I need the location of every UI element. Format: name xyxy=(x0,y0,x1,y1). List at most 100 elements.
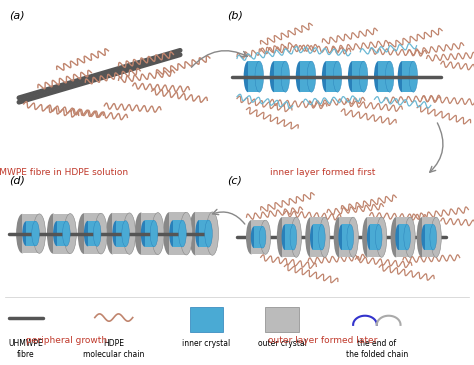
Text: (c): (c) xyxy=(228,175,242,185)
Ellipse shape xyxy=(33,214,46,253)
FancyBboxPatch shape xyxy=(116,221,126,246)
Ellipse shape xyxy=(282,224,288,250)
Ellipse shape xyxy=(163,212,175,255)
Ellipse shape xyxy=(305,217,316,257)
Ellipse shape xyxy=(84,221,91,246)
Ellipse shape xyxy=(95,213,107,254)
Ellipse shape xyxy=(180,212,192,255)
Ellipse shape xyxy=(319,217,330,257)
FancyBboxPatch shape xyxy=(57,221,66,246)
Ellipse shape xyxy=(63,221,70,246)
Ellipse shape xyxy=(141,220,148,247)
Ellipse shape xyxy=(385,61,394,92)
FancyBboxPatch shape xyxy=(265,307,299,332)
FancyBboxPatch shape xyxy=(339,217,353,257)
FancyBboxPatch shape xyxy=(22,214,39,253)
FancyBboxPatch shape xyxy=(53,214,70,254)
Ellipse shape xyxy=(398,61,406,92)
Ellipse shape xyxy=(338,224,345,250)
FancyBboxPatch shape xyxy=(425,224,433,250)
Ellipse shape xyxy=(417,217,427,257)
Ellipse shape xyxy=(22,221,30,246)
FancyBboxPatch shape xyxy=(173,220,182,247)
Ellipse shape xyxy=(16,214,28,253)
FancyBboxPatch shape xyxy=(342,224,350,250)
Text: (d): (d) xyxy=(9,175,25,185)
FancyBboxPatch shape xyxy=(112,213,129,254)
FancyBboxPatch shape xyxy=(326,61,337,92)
Ellipse shape xyxy=(64,214,76,254)
FancyBboxPatch shape xyxy=(195,212,212,255)
Ellipse shape xyxy=(319,224,325,250)
Ellipse shape xyxy=(112,221,120,246)
Ellipse shape xyxy=(296,61,304,92)
Ellipse shape xyxy=(277,217,287,257)
FancyBboxPatch shape xyxy=(396,217,410,257)
Ellipse shape xyxy=(206,212,219,255)
Ellipse shape xyxy=(106,213,118,254)
Ellipse shape xyxy=(179,220,186,247)
Ellipse shape xyxy=(47,214,59,254)
Ellipse shape xyxy=(430,224,437,250)
Text: HDPE
molecular chain: HDPE molecular chain xyxy=(83,339,145,359)
Ellipse shape xyxy=(348,61,356,92)
Ellipse shape xyxy=(123,213,136,254)
FancyBboxPatch shape xyxy=(313,224,322,250)
FancyBboxPatch shape xyxy=(300,61,311,92)
Ellipse shape xyxy=(431,217,441,257)
Ellipse shape xyxy=(281,61,290,92)
Ellipse shape xyxy=(409,61,418,92)
Ellipse shape xyxy=(421,224,428,250)
FancyBboxPatch shape xyxy=(88,221,97,246)
Ellipse shape xyxy=(391,217,401,257)
Ellipse shape xyxy=(395,224,402,250)
Ellipse shape xyxy=(152,212,164,255)
Ellipse shape xyxy=(404,224,410,250)
Ellipse shape xyxy=(362,217,373,257)
FancyBboxPatch shape xyxy=(141,212,158,255)
Ellipse shape xyxy=(375,224,382,250)
Ellipse shape xyxy=(333,61,342,92)
FancyBboxPatch shape xyxy=(285,224,293,250)
Ellipse shape xyxy=(135,212,147,255)
FancyBboxPatch shape xyxy=(378,61,390,92)
Ellipse shape xyxy=(53,221,61,246)
Text: the end of
the folded chain: the end of the folded chain xyxy=(346,339,408,359)
Text: peripheral growth: peripheral growth xyxy=(26,336,107,345)
Text: (b): (b) xyxy=(228,11,243,21)
Ellipse shape xyxy=(374,61,383,92)
Ellipse shape xyxy=(78,213,90,254)
FancyBboxPatch shape xyxy=(84,213,101,254)
Ellipse shape xyxy=(150,220,158,247)
Text: UHMWPE
fibre: UHMWPE fibre xyxy=(9,339,44,359)
Ellipse shape xyxy=(334,217,344,257)
FancyBboxPatch shape xyxy=(145,220,154,247)
Ellipse shape xyxy=(259,226,266,248)
FancyBboxPatch shape xyxy=(399,224,407,250)
Text: (a): (a) xyxy=(9,11,25,21)
Ellipse shape xyxy=(347,224,354,250)
Ellipse shape xyxy=(189,212,201,255)
Ellipse shape xyxy=(310,224,317,250)
Ellipse shape xyxy=(32,221,39,246)
Ellipse shape xyxy=(195,220,203,247)
Ellipse shape xyxy=(122,221,129,246)
FancyBboxPatch shape xyxy=(199,220,209,247)
FancyBboxPatch shape xyxy=(310,217,325,257)
Ellipse shape xyxy=(251,226,257,248)
Text: UHMWPE fibre in HDPE solution: UHMWPE fibre in HDPE solution xyxy=(0,168,128,177)
Ellipse shape xyxy=(367,224,374,250)
Ellipse shape xyxy=(260,220,271,254)
Ellipse shape xyxy=(246,220,256,254)
Ellipse shape xyxy=(244,61,252,92)
Text: inner crystal: inner crystal xyxy=(182,339,230,349)
FancyBboxPatch shape xyxy=(370,224,379,250)
Ellipse shape xyxy=(322,61,330,92)
FancyBboxPatch shape xyxy=(352,61,364,92)
FancyBboxPatch shape xyxy=(248,61,259,92)
FancyBboxPatch shape xyxy=(26,221,36,246)
FancyBboxPatch shape xyxy=(367,217,382,257)
FancyBboxPatch shape xyxy=(274,61,285,92)
FancyBboxPatch shape xyxy=(282,217,296,257)
FancyBboxPatch shape xyxy=(190,307,223,332)
